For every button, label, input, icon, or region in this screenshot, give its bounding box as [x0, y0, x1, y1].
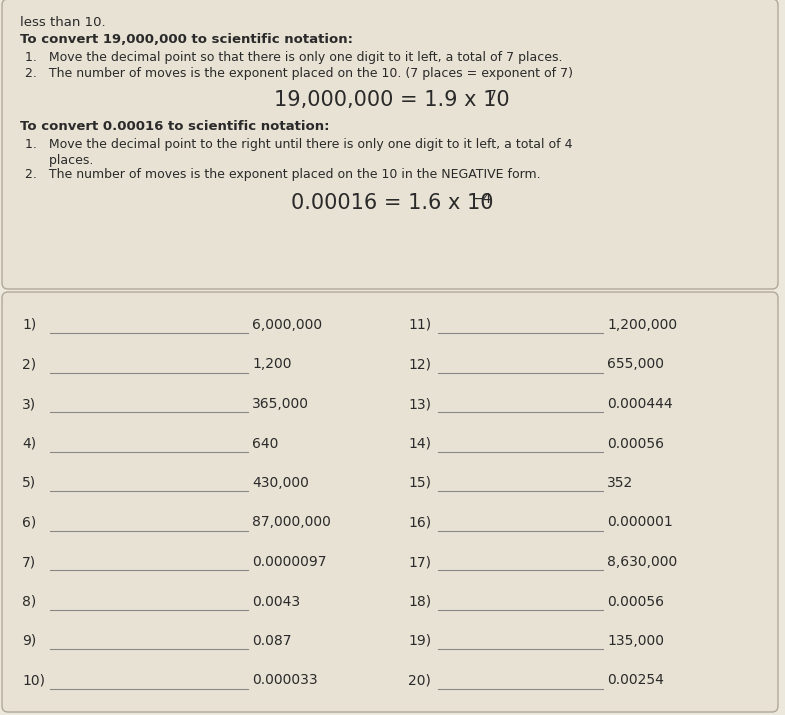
Text: places.: places. — [25, 154, 93, 167]
Text: 3): 3) — [22, 397, 36, 411]
Text: 0.0043: 0.0043 — [252, 594, 300, 608]
Text: 6,000,000: 6,000,000 — [252, 318, 322, 332]
Text: 2): 2) — [22, 358, 36, 372]
Text: 0.000444: 0.000444 — [607, 397, 673, 411]
Text: 7): 7) — [22, 555, 36, 569]
Text: 15): 15) — [408, 476, 431, 490]
Text: 0.0000097: 0.0000097 — [252, 555, 327, 569]
Text: 1.   Move the decimal point to the right until there is only one digit to it lef: 1. Move the decimal point to the right u… — [25, 138, 572, 151]
Text: 430,000: 430,000 — [252, 476, 309, 490]
Text: 18): 18) — [408, 594, 431, 608]
Text: 16): 16) — [408, 516, 431, 530]
Text: 1.   Move the decimal point so that there is only one digit to it left, a total : 1. Move the decimal point so that there … — [25, 51, 563, 64]
Text: 17): 17) — [408, 555, 431, 569]
Text: 0.087: 0.087 — [252, 634, 291, 648]
Text: 1): 1) — [22, 318, 36, 332]
Text: 7: 7 — [488, 89, 497, 103]
Text: 11): 11) — [408, 318, 431, 332]
FancyBboxPatch shape — [2, 292, 778, 712]
Text: 10): 10) — [22, 674, 45, 688]
Text: To convert 19,000,000 to scientific notation:: To convert 19,000,000 to scientific nota… — [20, 33, 353, 46]
Text: 0.000001: 0.000001 — [607, 516, 673, 530]
Text: 352: 352 — [607, 476, 633, 490]
Text: 13): 13) — [408, 397, 431, 411]
Text: 6): 6) — [22, 516, 36, 530]
Text: 19): 19) — [408, 634, 431, 648]
Text: 2.   The number of moves is the exponent placed on the 10. (7 places = exponent : 2. The number of moves is the exponent p… — [25, 67, 573, 80]
Text: 1,200,000: 1,200,000 — [607, 318, 677, 332]
Text: 1,200: 1,200 — [252, 358, 291, 372]
Text: 640: 640 — [252, 436, 279, 450]
Text: 0.000033: 0.000033 — [252, 674, 318, 688]
Text: 9): 9) — [22, 634, 36, 648]
Text: 19,000,000 = 1.9 x 10: 19,000,000 = 1.9 x 10 — [274, 90, 509, 110]
Text: 135,000: 135,000 — [607, 634, 664, 648]
Text: To convert 0.00016 to scientific notation:: To convert 0.00016 to scientific notatio… — [20, 120, 330, 133]
Text: 0.00016 = 1.6 x 10: 0.00016 = 1.6 x 10 — [290, 193, 493, 213]
FancyBboxPatch shape — [2, 0, 778, 289]
Text: −4: −4 — [472, 192, 492, 206]
Text: 0.00056: 0.00056 — [607, 436, 664, 450]
Text: less than 10.: less than 10. — [20, 16, 106, 29]
Text: 0.00056: 0.00056 — [607, 594, 664, 608]
Text: 0.00254: 0.00254 — [607, 674, 664, 688]
Text: 655,000: 655,000 — [607, 358, 664, 372]
Text: 5): 5) — [22, 476, 36, 490]
Text: 87,000,000: 87,000,000 — [252, 516, 330, 530]
Text: 12): 12) — [408, 358, 431, 372]
Text: 8): 8) — [22, 594, 36, 608]
Text: 4): 4) — [22, 436, 36, 450]
Text: 20): 20) — [408, 674, 431, 688]
Text: 2.   The number of moves is the exponent placed on the 10 in the NEGATIVE form.: 2. The number of moves is the exponent p… — [25, 168, 541, 181]
Text: 8,630,000: 8,630,000 — [607, 555, 677, 569]
Text: 365,000: 365,000 — [252, 397, 309, 411]
Text: 14): 14) — [408, 436, 431, 450]
